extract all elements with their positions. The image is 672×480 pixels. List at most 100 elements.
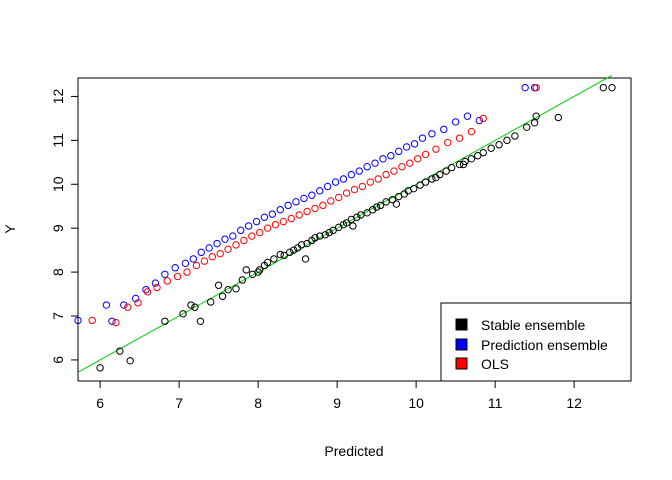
legend-label-prediction: Prediction ensemble bbox=[481, 337, 608, 353]
ols-point bbox=[319, 201, 327, 210]
prediction-point bbox=[108, 317, 116, 325]
stable-point bbox=[511, 132, 519, 140]
stable-point bbox=[191, 303, 199, 311]
prediction-point bbox=[323, 182, 332, 191]
prediction-point bbox=[161, 270, 169, 278]
stable-point bbox=[224, 285, 232, 294]
ols-point bbox=[303, 207, 311, 216]
prediction-point bbox=[347, 170, 356, 179]
stable-point bbox=[232, 285, 240, 293]
ols-point bbox=[444, 138, 452, 147]
prediction-point bbox=[102, 301, 111, 309]
stable-point bbox=[530, 119, 539, 127]
prediction-point bbox=[387, 152, 395, 160]
stable-point bbox=[503, 136, 511, 145]
prediction-point bbox=[395, 147, 403, 156]
ols-point bbox=[358, 182, 367, 191]
stable-point bbox=[349, 222, 357, 230]
prediction-point bbox=[463, 112, 472, 120]
stable-point bbox=[495, 141, 503, 149]
ols-point bbox=[350, 185, 359, 194]
prediction-point bbox=[418, 134, 427, 142]
stable-point bbox=[218, 292, 227, 300]
prediction-point bbox=[363, 163, 371, 171]
stable-point bbox=[455, 160, 464, 169]
stable-point bbox=[276, 250, 284, 259]
stable-point bbox=[368, 206, 377, 214]
legend-label-ols: OLS bbox=[481, 356, 509, 372]
stable-point bbox=[161, 317, 169, 325]
legend-swatch-ols bbox=[455, 357, 468, 370]
ols-point bbox=[421, 150, 430, 159]
stable-point bbox=[254, 268, 262, 276]
ols-point bbox=[532, 83, 540, 92]
x-axis-title: Predicted bbox=[324, 443, 383, 459]
legend-label-stable: Stable ensemble bbox=[481, 317, 586, 333]
prediction-point bbox=[260, 213, 269, 221]
prediction-point bbox=[379, 155, 387, 163]
prediction-point bbox=[171, 264, 179, 272]
x-tick-label: 11 bbox=[488, 395, 503, 411]
stable-point bbox=[428, 175, 436, 183]
y-tick-label: 8 bbox=[50, 268, 66, 276]
ols-point bbox=[366, 178, 374, 186]
prediction-point bbox=[252, 217, 261, 226]
prediction-point bbox=[244, 222, 253, 230]
stable-point bbox=[325, 228, 333, 237]
stable-point bbox=[297, 241, 306, 249]
x-tick-label: 6 bbox=[96, 395, 104, 411]
ols-point bbox=[327, 197, 335, 205]
stable-point bbox=[301, 255, 310, 263]
stable-point bbox=[342, 219, 351, 227]
stable-point bbox=[329, 226, 337, 235]
stable-point bbox=[96, 364, 104, 372]
stable-point bbox=[196, 317, 205, 325]
ols-point bbox=[374, 175, 382, 183]
prediction-point bbox=[213, 239, 221, 248]
stable-point bbox=[363, 209, 371, 217]
prediction-point bbox=[284, 201, 292, 210]
stable-point bbox=[256, 266, 264, 274]
prediction-point bbox=[131, 294, 140, 303]
stable-point bbox=[467, 155, 476, 163]
prediction-point bbox=[428, 130, 436, 138]
ols-point bbox=[192, 261, 201, 270]
prediction-point bbox=[142, 285, 150, 294]
ols-point bbox=[342, 189, 351, 197]
stable-point bbox=[187, 301, 195, 309]
ols-point bbox=[467, 127, 476, 136]
x-tick-label: 9 bbox=[333, 395, 341, 411]
legend-swatch-stable bbox=[455, 318, 468, 331]
stable-point bbox=[376, 201, 385, 210]
ols-point bbox=[311, 204, 319, 213]
ols-point bbox=[216, 249, 224, 258]
prediction-point bbox=[308, 191, 316, 199]
ols-point bbox=[479, 114, 487, 123]
stable-point bbox=[382, 198, 390, 206]
prediction-point bbox=[74, 316, 82, 325]
ols-point bbox=[183, 268, 191, 276]
ols-point bbox=[112, 318, 120, 327]
stable-point bbox=[238, 276, 247, 284]
ols-point bbox=[143, 288, 152, 296]
ols-point bbox=[295, 211, 303, 219]
prediction-point bbox=[237, 226, 245, 235]
stable-point bbox=[416, 181, 424, 189]
ols-point bbox=[335, 193, 343, 202]
y-tick-label: 12 bbox=[50, 88, 66, 104]
prediction-point bbox=[402, 143, 411, 151]
stable-point bbox=[523, 123, 531, 131]
y-axis: 6 7 8 9 10 11 12 bbox=[50, 88, 79, 364]
prediction-point bbox=[181, 259, 190, 268]
ols-point bbox=[163, 277, 171, 285]
stable-point bbox=[286, 248, 294, 257]
stable-point bbox=[599, 83, 608, 92]
ols-point bbox=[455, 134, 464, 142]
stable-point bbox=[126, 357, 134, 365]
stable-point bbox=[442, 167, 450, 175]
ols-point bbox=[406, 159, 414, 167]
ols-point bbox=[287, 214, 295, 223]
stable-point bbox=[388, 195, 397, 204]
ols-point bbox=[153, 283, 161, 292]
prediction-point bbox=[521, 83, 529, 92]
